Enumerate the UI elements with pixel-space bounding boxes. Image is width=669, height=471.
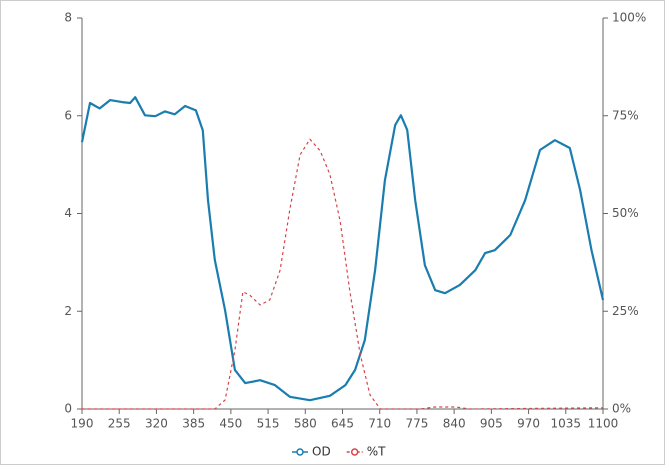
y2-tick-label: 100% — [612, 11, 646, 25]
x-tick-label: 450 — [219, 417, 242, 431]
series-line — [80, 96, 605, 402]
x-tick-label: 840 — [443, 417, 466, 431]
x-tick-label: 190 — [71, 417, 94, 431]
x-tick-label: 1100 — [588, 417, 619, 431]
x-tick-label: 905 — [480, 417, 503, 431]
series-line — [82, 138, 603, 410]
y2-tick-label: 25% — [612, 304, 639, 318]
x-tick-label: 320 — [145, 417, 168, 431]
x-tick-label: 515 — [257, 417, 280, 431]
x-tick-label: 385 — [182, 417, 205, 431]
y2-tick-label: 0% — [612, 402, 631, 416]
x-tick-label: 255 — [108, 417, 131, 431]
x-tick-label: 1035 — [551, 417, 582, 431]
legend-marker — [350, 448, 359, 456]
y-tick-label: 6 — [64, 108, 72, 122]
x-tick-label: 775 — [405, 417, 428, 431]
legend-label: %T — [367, 445, 386, 459]
x-tick-label: 970 — [517, 417, 540, 431]
legend-marker — [296, 448, 304, 456]
y2-tick-label: 75% — [612, 108, 639, 122]
x-tick-label: 710 — [368, 417, 391, 431]
x-tick-label: 580 — [294, 417, 317, 431]
y2-tick-label: 50% — [612, 206, 639, 220]
legend-label: OD — [312, 445, 331, 459]
y-tick-label: 2 — [64, 304, 72, 318]
y-tick-label: 4 — [64, 206, 72, 220]
y-tick-label: 0 — [64, 402, 72, 416]
y-tick-label: 8 — [64, 11, 72, 25]
x-tick-label: 645 — [331, 417, 354, 431]
